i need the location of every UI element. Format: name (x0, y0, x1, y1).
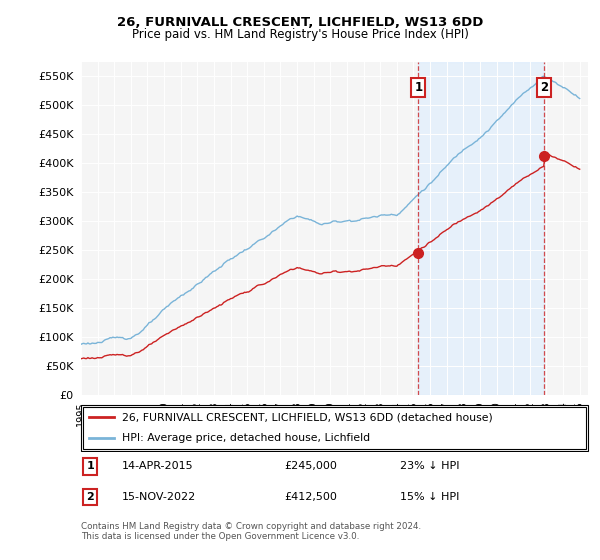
Text: Contains HM Land Registry data © Crown copyright and database right 2024.
This d: Contains HM Land Registry data © Crown c… (81, 522, 421, 542)
Text: 15% ↓ HPI: 15% ↓ HPI (400, 492, 460, 502)
Text: HPI: Average price, detached house, Lichfield: HPI: Average price, detached house, Lich… (122, 433, 370, 444)
Text: 15-NOV-2022: 15-NOV-2022 (122, 492, 196, 502)
Text: 2: 2 (541, 81, 548, 94)
Bar (418, 62, 544, 395)
Text: 1: 1 (86, 461, 94, 472)
Text: 26, FURNIVALL CRESCENT, LICHFIELD, WS13 6DD (detached house): 26, FURNIVALL CRESCENT, LICHFIELD, WS13 … (122, 412, 493, 422)
Text: 26, FURNIVALL CRESCENT, LICHFIELD, WS13 6DD: 26, FURNIVALL CRESCENT, LICHFIELD, WS13 … (117, 16, 483, 29)
Text: 2: 2 (86, 492, 94, 502)
Text: 14-APR-2015: 14-APR-2015 (122, 461, 193, 472)
Text: 23% ↓ HPI: 23% ↓ HPI (400, 461, 460, 472)
Text: £245,000: £245,000 (284, 461, 337, 472)
Text: £412,500: £412,500 (284, 492, 337, 502)
Text: Price paid vs. HM Land Registry's House Price Index (HPI): Price paid vs. HM Land Registry's House … (131, 28, 469, 41)
Text: 1: 1 (414, 81, 422, 94)
